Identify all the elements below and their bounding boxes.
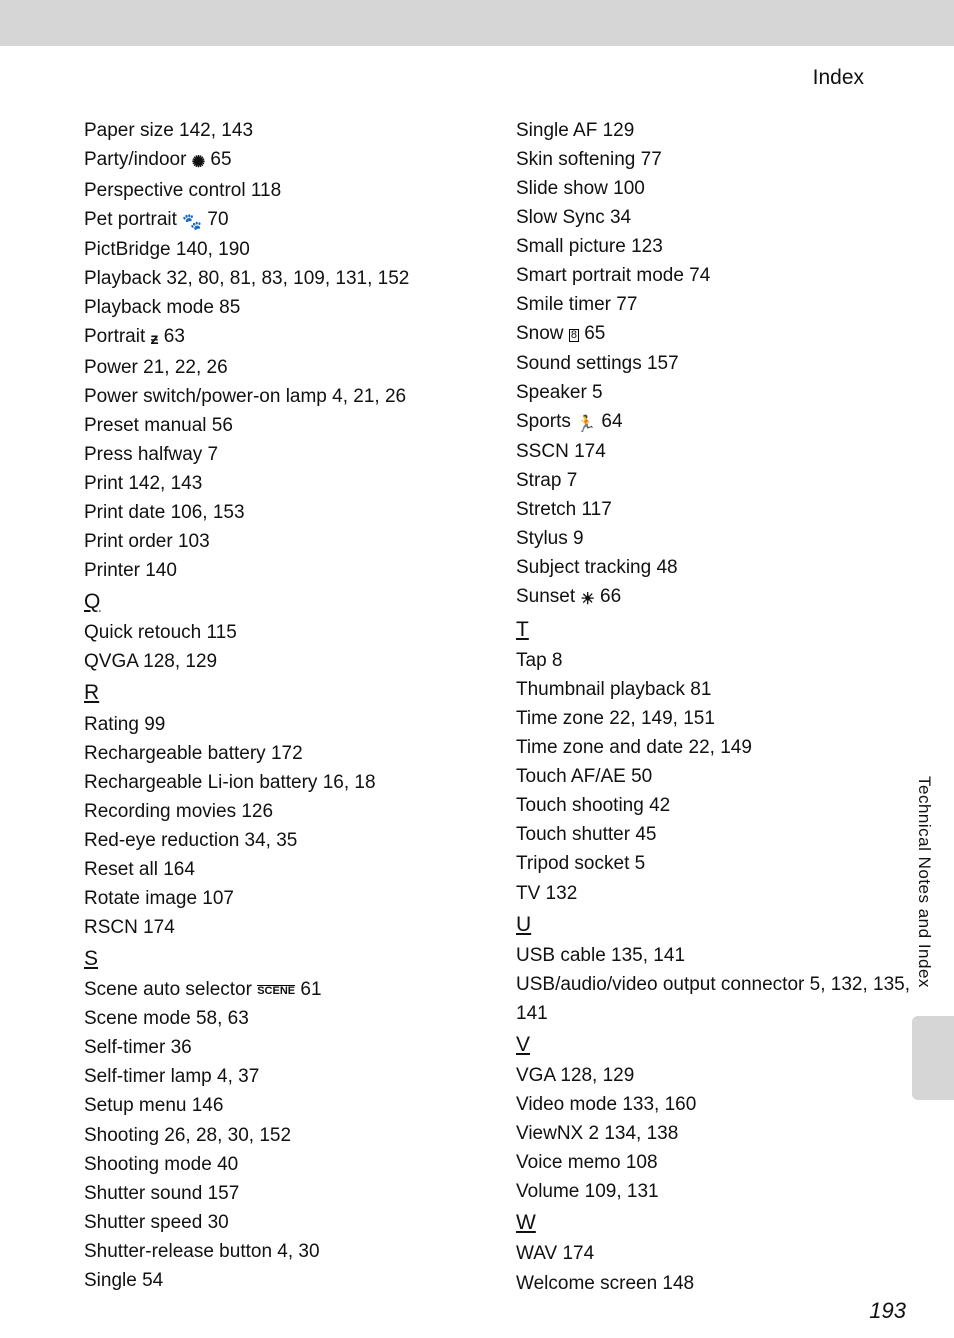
index-entry: Print date 106, 153 bbox=[84, 498, 482, 527]
index-entry: Shutter speed 30 bbox=[84, 1208, 482, 1237]
mode-icon: 🏃 bbox=[576, 413, 596, 437]
index-entry: Shooting mode 40 bbox=[84, 1150, 482, 1179]
index-entry: Touch shooting 42 bbox=[516, 791, 914, 820]
index-entry: Power switch/power-on lamp 4, 21, 26 bbox=[84, 382, 482, 411]
right-column: Single AF 129Skin softening 77Slide show… bbox=[516, 116, 914, 1298]
section-letter: R bbox=[84, 676, 482, 709]
index-page: Index Paper size 142, 143Party/indoor ✺ … bbox=[0, 46, 954, 1338]
index-entry: Snow 8 65 bbox=[516, 319, 914, 348]
thumb-tab bbox=[912, 1016, 954, 1100]
index-entry: Stylus 9 bbox=[516, 524, 914, 553]
index-entry: Shutter sound 157 bbox=[84, 1179, 482, 1208]
index-entry: Tripod socket 5 bbox=[516, 849, 914, 878]
index-entry: Setup menu 146 bbox=[84, 1091, 482, 1120]
index-entry: Sports 🏃 64 bbox=[516, 407, 914, 437]
mode-icon: 8 bbox=[569, 329, 579, 342]
side-section-label: Technical Notes and Index bbox=[914, 776, 934, 988]
index-entry: Self-timer lamp 4, 37 bbox=[84, 1062, 482, 1091]
section-letter: U bbox=[516, 908, 914, 941]
section-letter: W bbox=[516, 1206, 914, 1239]
index-entry: Time zone and date 22, 149 bbox=[516, 733, 914, 762]
index-entry: Party/indoor ✺ 65 bbox=[84, 145, 482, 175]
index-entry: Playback 32, 80, 81, 83, 109, 131, 152 bbox=[84, 264, 482, 293]
index-columns: Paper size 142, 143Party/indoor ✺ 65Pers… bbox=[0, 116, 954, 1298]
index-entry: Sunset ☀ 66 bbox=[516, 582, 914, 612]
index-entry: Print 142, 143 bbox=[84, 469, 482, 498]
index-entry: Single 54 bbox=[84, 1266, 482, 1295]
index-entry: TV 132 bbox=[516, 879, 914, 908]
index-entry: Red-eye reduction 34, 35 bbox=[84, 826, 482, 855]
index-entry: SSCN 174 bbox=[516, 437, 914, 466]
index-entry: Thumbnail playback 81 bbox=[516, 675, 914, 704]
index-entry: Slow Sync 34 bbox=[516, 203, 914, 232]
index-entry: USB/audio/video output connector 5, 132,… bbox=[516, 970, 914, 1028]
index-entry: QVGA 128, 129 bbox=[84, 647, 482, 676]
index-entry: Rechargeable battery 172 bbox=[84, 739, 482, 768]
section-letter: T bbox=[516, 613, 914, 646]
index-entry: Self-timer 36 bbox=[84, 1033, 482, 1062]
mode-icon: ✺ bbox=[192, 151, 205, 175]
index-entry: WAV 174 bbox=[516, 1239, 914, 1268]
index-entry: Volume 109, 131 bbox=[516, 1177, 914, 1206]
page-title: Index bbox=[0, 66, 954, 90]
index-entry: Press halfway 7 bbox=[84, 440, 482, 469]
index-entry: Scene auto selector SCENE 61 bbox=[84, 975, 482, 1004]
scene-icon: SCENE bbox=[257, 985, 295, 997]
index-entry: Playback mode 85 bbox=[84, 293, 482, 322]
index-entry: RSCN 174 bbox=[84, 913, 482, 942]
index-entry: Printer 140 bbox=[84, 556, 482, 585]
index-entry: Rotate image 107 bbox=[84, 884, 482, 913]
index-entry: Skin softening 77 bbox=[516, 145, 914, 174]
section-letter: S bbox=[84, 942, 482, 975]
index-entry: Sound settings 157 bbox=[516, 349, 914, 378]
mode-icon: ☀ bbox=[580, 588, 594, 612]
section-letter: V bbox=[516, 1028, 914, 1061]
left-column: Paper size 142, 143Party/indoor ✺ 65Pers… bbox=[84, 116, 482, 1298]
index-entry: Small picture 123 bbox=[516, 232, 914, 261]
index-entry: Time zone 22, 149, 151 bbox=[516, 704, 914, 733]
index-entry: Speaker 5 bbox=[516, 378, 914, 407]
index-entry: Pet portrait 🐾 70 bbox=[84, 205, 482, 235]
section-letter: Q bbox=[84, 585, 482, 618]
mode-icon: ƶ bbox=[151, 328, 159, 352]
index-entry: Recording movies 126 bbox=[84, 797, 482, 826]
index-entry: Single AF 129 bbox=[516, 116, 914, 145]
index-entry: Touch shutter 45 bbox=[516, 820, 914, 849]
index-entry: Power 21, 22, 26 bbox=[84, 353, 482, 382]
index-entry: ViewNX 2 134, 138 bbox=[516, 1119, 914, 1148]
index-entry: Stretch 117 bbox=[516, 495, 914, 524]
index-entry: Rating 99 bbox=[84, 710, 482, 739]
index-entry: Welcome screen 148 bbox=[516, 1269, 914, 1298]
index-entry: Rechargeable Li-ion battery 16, 18 bbox=[84, 768, 482, 797]
index-entry: Scene mode 58, 63 bbox=[84, 1004, 482, 1033]
index-entry: Portrait ƶ 63 bbox=[84, 322, 482, 352]
index-entry: Shooting 26, 28, 30, 152 bbox=[84, 1121, 482, 1150]
index-entry: Shutter-release button 4, 30 bbox=[84, 1237, 482, 1266]
index-entry: Tap 8 bbox=[516, 646, 914, 675]
index-entry: PictBridge 140, 190 bbox=[84, 235, 482, 264]
index-entry: Print order 103 bbox=[84, 527, 482, 556]
index-entry: Perspective control 118 bbox=[84, 176, 482, 205]
index-entry: Touch AF/AE 50 bbox=[516, 762, 914, 791]
index-entry: Preset manual 56 bbox=[84, 411, 482, 440]
index-entry: Voice memo 108 bbox=[516, 1148, 914, 1177]
index-entry: Strap 7 bbox=[516, 466, 914, 495]
index-entry: Smart portrait mode 74 bbox=[516, 261, 914, 290]
index-entry: Paper size 142, 143 bbox=[84, 116, 482, 145]
index-entry: USB cable 135, 141 bbox=[516, 941, 914, 970]
index-entry: Reset all 164 bbox=[84, 855, 482, 884]
page-number: 193 bbox=[869, 1298, 906, 1324]
mode-icon: 🐾 bbox=[182, 211, 202, 235]
index-entry: VGA 128, 129 bbox=[516, 1061, 914, 1090]
index-entry: Subject tracking 48 bbox=[516, 553, 914, 582]
index-entry: Video mode 133, 160 bbox=[516, 1090, 914, 1119]
index-entry: Slide show 100 bbox=[516, 174, 914, 203]
index-entry: Quick retouch 115 bbox=[84, 618, 482, 647]
index-entry: Smile timer 77 bbox=[516, 290, 914, 319]
